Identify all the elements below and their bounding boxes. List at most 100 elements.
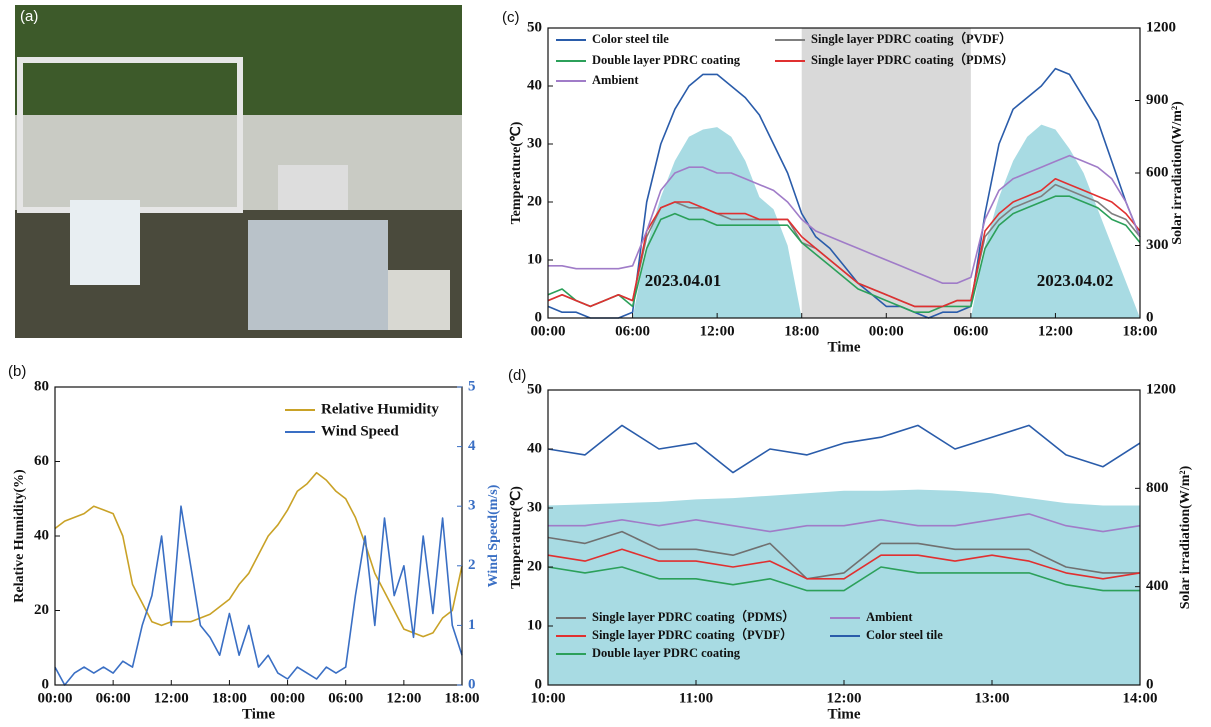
y2-tick-label: 1	[468, 617, 476, 633]
y-tick-label: 0	[42, 676, 50, 692]
y-tick-label: 20	[34, 602, 49, 618]
x-tick-label: 18:00	[445, 690, 480, 706]
legend-label: Single layer PDRC coating（PVDF）	[811, 31, 1012, 46]
y2-tick-label: 0	[1146, 676, 1154, 692]
x-tick-label: 18:00	[784, 323, 819, 339]
y2-tick-label: 600	[1146, 164, 1169, 180]
y2-tick-label: 2	[468, 557, 476, 573]
series-line	[547, 67, 1141, 319]
series-line	[547, 530, 1140, 580]
y-tick-label: 40	[527, 440, 542, 456]
y2-tick-label: 400	[1146, 578, 1169, 594]
legend-label: Double layer PDRC coating	[592, 53, 741, 67]
panel-label: (d)	[508, 367, 526, 384]
photo-chamber	[248, 220, 388, 330]
series-line	[547, 195, 1141, 313]
x-tick-label: 10:00	[531, 690, 566, 706]
x-tick-label: 13:00	[975, 690, 1010, 706]
x-tick-label: 06:00	[615, 323, 650, 339]
x-tick-label: 14:00	[1123, 690, 1158, 706]
shaded-span	[801, 28, 971, 318]
photo-samples	[278, 165, 348, 210]
y-tick-label: 50	[527, 19, 542, 35]
y-tick-label: 30	[527, 135, 542, 151]
legend-label: Double layer PDRC coating	[592, 646, 741, 660]
x-tick-label: 00:00	[270, 690, 305, 706]
y-axis-label: Relative Humidity(%)	[12, 469, 27, 603]
y-tick-label: 20	[527, 193, 542, 209]
x-axis-label: Time	[242, 706, 275, 722]
x-tick-label: 18:00	[212, 690, 247, 706]
y-tick-label: 10	[527, 251, 542, 267]
x-tick-label: 12:00	[386, 690, 421, 706]
photo-box	[70, 200, 140, 285]
x-tick-label: 06:00	[328, 690, 363, 706]
y2-axis-label: Solar irradiation(W/m²)	[1170, 101, 1185, 245]
y-tick-label: 20	[527, 558, 542, 574]
y2-tick-label: 900	[1146, 92, 1169, 108]
legend-label: Ambient	[866, 610, 913, 624]
legend-label: Single layer PDRC coating（PDMS）	[592, 609, 795, 624]
y2-tick-label: 1200	[1146, 19, 1176, 35]
x-tick-label: 00:00	[38, 690, 73, 706]
series-line	[548, 513, 1141, 533]
series-line	[547, 424, 1141, 474]
x-tick-label: 18:00	[1123, 323, 1158, 339]
x-axis-label: Time	[827, 339, 860, 355]
y2-tick-label: 300	[1146, 237, 1169, 253]
x-tick-label: 06:00	[953, 323, 988, 339]
legend-label: Single layer PDRC coating（PDMS）	[811, 52, 1014, 67]
x-tick-label: 12:00	[700, 323, 735, 339]
legend-label: Color steel tile	[592, 32, 669, 46]
legend-label: Single layer PDRC coating（PVDF）	[592, 627, 793, 642]
y-tick-label: 50	[527, 381, 542, 397]
y2-tick-label: 3	[468, 498, 476, 514]
irradiation-area	[548, 124, 1140, 319]
x-axis-label: Time	[827, 706, 860, 722]
x-tick-label: 06:00	[96, 690, 131, 706]
irradiation-area	[548, 489, 1140, 685]
legend-label: Ambient	[592, 73, 639, 87]
y-axis-label: Temperature(℃)	[509, 121, 524, 224]
x-tick-label: 12:00	[154, 690, 189, 706]
plot-frame	[54, 386, 463, 686]
series-line	[547, 566, 1140, 592]
panel-label: (a)	[20, 8, 38, 25]
legend-label: Wind Speed	[321, 423, 399, 439]
panel-label: (b)	[8, 363, 26, 380]
y-tick-label: 0	[535, 309, 543, 325]
x-tick-label: 11:00	[679, 690, 713, 706]
y2-axis-label: Solar irradiation(W/m²)	[1178, 465, 1193, 609]
series-line	[547, 548, 1141, 580]
x-tick-label: 12:00	[1038, 323, 1073, 339]
y2-axis-label: Wind Speed(m/s)	[486, 484, 501, 587]
x-tick-label: 00:00	[869, 323, 904, 339]
x-tick-label: 00:00	[531, 323, 566, 339]
y2-tick-label: 800	[1146, 480, 1169, 496]
y-tick-label: 30	[527, 499, 542, 515]
panel-label: (c)	[502, 9, 520, 26]
y2-tick-label: 5	[468, 378, 476, 394]
y-tick-label: 40	[34, 527, 49, 543]
legend-label: Relative Humidity	[321, 401, 439, 417]
y2-tick-label: 1200	[1146, 381, 1176, 397]
y2-tick-label: 0	[468, 676, 476, 692]
annotation: 2023.04.02	[1037, 271, 1114, 290]
y-tick-label: 10	[527, 617, 542, 633]
y2-tick-label: 4	[468, 438, 476, 454]
y-tick-label: 40	[527, 77, 542, 93]
series-line	[548, 154, 1141, 284]
series-line	[54, 471, 463, 638]
legend-label: Color steel tile	[866, 628, 943, 642]
y-axis-label: Temperature(℃)	[509, 486, 524, 589]
x-tick-label: 12:00	[827, 690, 862, 706]
photo: (a)	[15, 5, 462, 338]
y-tick-label: 60	[34, 453, 49, 469]
series-line	[54, 505, 463, 686]
y2-tick-label: 0	[1146, 309, 1154, 325]
annotation: 2023.04.01	[645, 271, 722, 290]
y-tick-label: 0	[535, 676, 543, 692]
y-tick-label: 80	[34, 378, 49, 394]
photo-device	[388, 270, 450, 330]
